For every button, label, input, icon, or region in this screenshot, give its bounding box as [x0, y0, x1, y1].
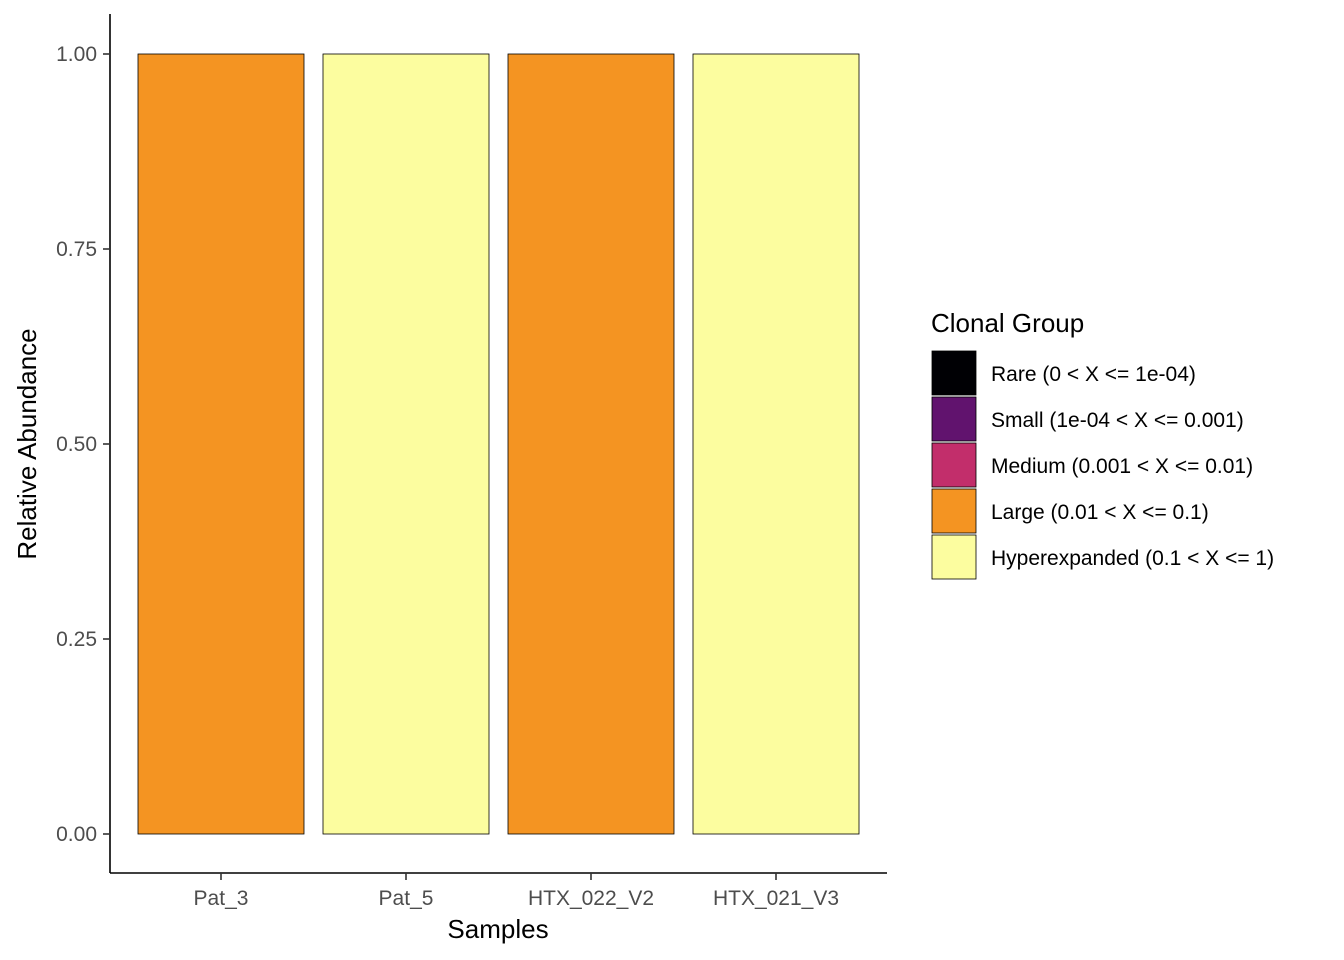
legend-label: Hyperexpanded (0.1 < X <= 1) — [991, 547, 1274, 570]
x-ticks: Pat_3 Pat_5 HTX_022_V2 HTX_021_V3 — [194, 873, 839, 910]
x-axis-title: Samples — [447, 914, 548, 944]
legend-key — [931, 488, 977, 534]
y-tick-label: 0.00 — [56, 823, 97, 846]
x-tick-label: HTX_022_V2 — [528, 887, 654, 910]
legend-label: Rare (0 < X <= 1e-04) — [991, 363, 1196, 386]
legend-label: Medium (0.001 < X <= 0.01) — [991, 455, 1253, 478]
bar-htx-021-v3 — [692, 53, 860, 835]
y-tick-label: 0.25 — [56, 628, 97, 651]
x-tick-label: HTX_021_V3 — [713, 887, 839, 910]
x-tick-label: Pat_5 — [379, 887, 434, 910]
legend-title: Clonal Group — [931, 308, 1084, 338]
bar-pat-5 — [322, 53, 490, 835]
bar-pat-3 — [137, 53, 305, 835]
legend-key — [931, 534, 977, 580]
y-tick-label: 1.00 — [56, 43, 97, 66]
legend-key — [931, 350, 977, 396]
legend: Clonal Group Rare (0 < X <= 1e-04) Small … — [931, 308, 1274, 580]
y-ticks: 0.00 0.25 0.50 0.75 1.00 — [56, 43, 110, 846]
plot-area — [137, 53, 860, 835]
x-tick-label: Pat_3 — [194, 887, 249, 910]
bar-htx-022-v2 — [507, 53, 675, 835]
legend-label: Large (0.01 < X <= 0.1) — [991, 501, 1209, 524]
y-axis-title: Relative Abundance — [12, 328, 42, 559]
y-tick-label: 0.50 — [56, 433, 97, 456]
legend-key — [931, 442, 977, 488]
legend-key — [931, 396, 977, 442]
y-tick-label: 0.75 — [56, 238, 97, 261]
legend-label: Small (1e-04 < X <= 0.001) — [991, 409, 1244, 432]
